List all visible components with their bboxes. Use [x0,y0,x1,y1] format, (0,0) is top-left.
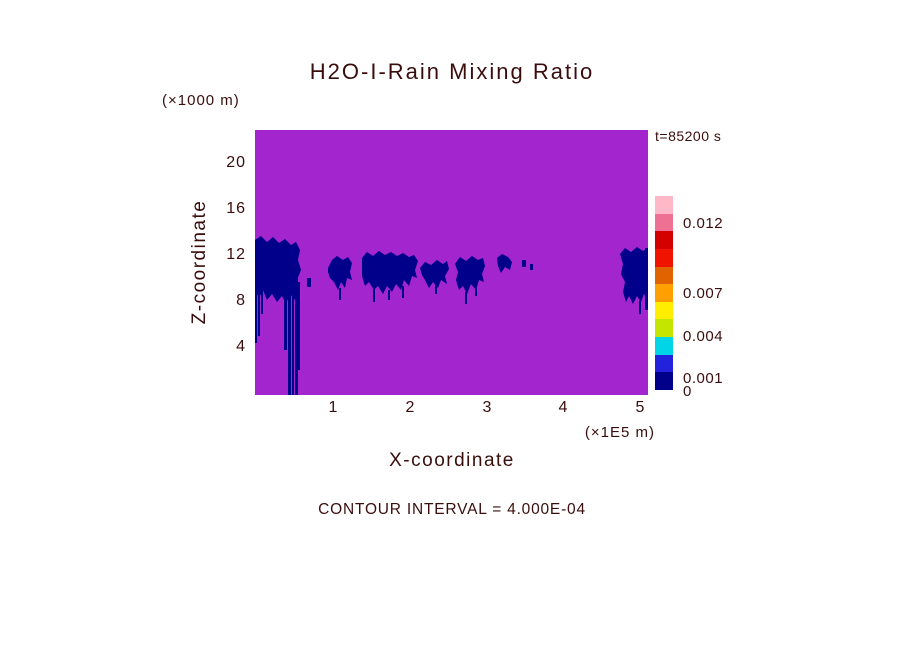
y-tick-4: 4 [236,338,246,355]
rain-streak [639,300,641,314]
colorbar-segment [655,301,673,320]
rain-streak [475,288,477,296]
colorbar-segment [655,354,673,373]
rain-streak [255,288,257,343]
colorbar-segment [655,213,673,232]
rain-streak [530,264,533,270]
plot-title: H2O-I-Rain Mixing Ratio [309,59,595,84]
rain-streak [261,286,263,314]
x-tick-3: 3 [482,399,492,416]
contour-interval-note: CONTOUR INTERVAL = 4.000E-04 [318,501,586,518]
rain-streak [373,288,375,302]
colorbar-segment [655,231,673,249]
y-tick-16: 16 [226,200,246,217]
rain-streak [295,276,298,395]
colorbar-segment [655,266,673,285]
x-tick-1: 1 [328,399,338,416]
colorbar [655,196,673,391]
rain-cell-right-edge-cluster [620,247,648,304]
rain-streak [298,282,300,370]
y-tick-20: 20 [226,154,246,171]
rain-field-svg [255,130,648,395]
y-tick-12: 12 [226,246,246,263]
rain-streak [258,294,260,336]
x-axis-label: X-coordinate [389,450,515,471]
rain-cell-cell-b [362,251,418,294]
colorbar-segment [655,196,673,214]
rain-streak [284,280,287,350]
rain-cell-cell-d [455,256,485,294]
colorbar-label-0012: 0.012 [683,215,724,232]
rain-streak [645,248,648,310]
rain-cell-cell-c [420,260,449,288]
colorbar-segment [655,337,673,355]
colorbar-segment [655,319,673,338]
x-tick-5: 5 [635,399,645,416]
colorbar-label-0001: 0.001 [683,370,724,387]
x-tick-2: 2 [405,399,415,416]
x-tick-4: 4 [558,399,568,416]
rain-cell-cell-a [328,256,352,290]
colorbar-label-0: 0 [683,383,692,400]
x-axis-unit: (×1E5 m) [584,424,655,441]
y-tick-8: 8 [236,292,246,309]
rain-streak [339,288,341,300]
colorbar-label-0004: 0.004 [683,328,724,345]
time-annotation: t=85200 s [655,128,722,144]
rain-cell-cell-e [497,254,512,273]
y-axis-unit: (×1000 m) [162,92,240,109]
colorbar-label-0007: 0.007 [683,285,724,302]
rain-streak [465,292,467,304]
rain-streak [288,282,291,395]
rain-streak [402,286,404,298]
rain-streak [292,278,294,395]
colorbar-segment [655,284,673,302]
rain-streak [435,284,437,294]
rain-streak [307,278,311,287]
contour-plot-area [255,130,648,395]
colorbar-segment [655,372,673,391]
rain-streak [522,260,526,267]
colorbar-segment [655,248,673,267]
rain-streak [388,290,390,300]
